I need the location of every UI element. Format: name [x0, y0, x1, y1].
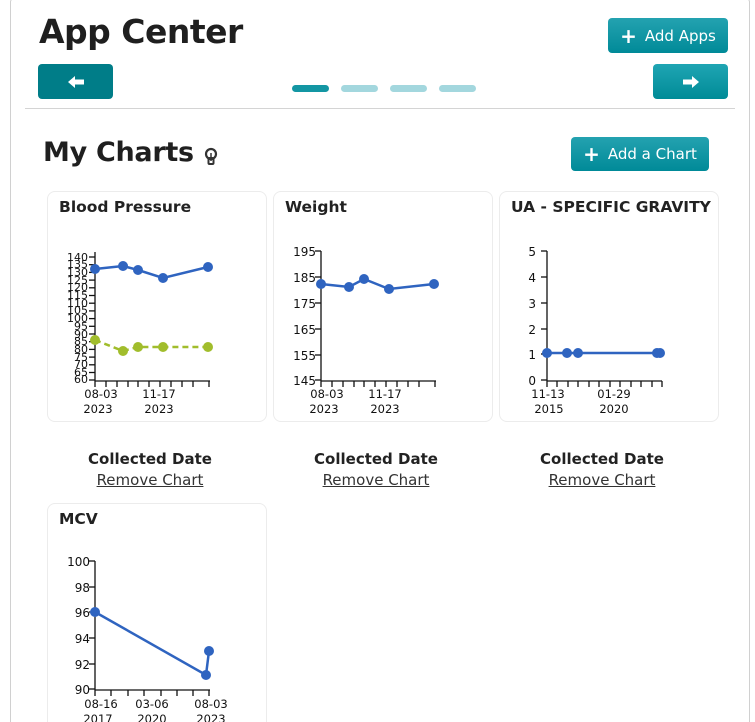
svg-text:60: 60 [74, 373, 88, 386]
remove-chart-link[interactable]: Remove Chart [548, 471, 656, 489]
svg-text:2023: 2023 [144, 402, 173, 416]
page-title: App Center [39, 12, 243, 51]
svg-text:90: 90 [74, 328, 88, 341]
chart-caption-blood-pressure: Collected Date Remove Chart [40, 450, 260, 489]
chart-title: UA - SPECIFIC GRAVITY [511, 198, 711, 216]
svg-text:92: 92 [75, 658, 90, 672]
svg-text:140: 140 [67, 251, 88, 264]
x-axis-label: Collected Date [540, 450, 664, 468]
chart-title: Blood Pressure [59, 198, 192, 216]
svg-text:185: 185 [293, 271, 316, 285]
remove-chart-link[interactable]: Remove Chart [322, 471, 430, 489]
app-center-panel [10, 0, 750, 722]
lightbulb-icon[interactable] [204, 147, 218, 167]
carousel-prev-button[interactable] [38, 64, 113, 99]
svg-text:3: 3 [528, 297, 536, 311]
plus-icon: + [620, 23, 637, 48]
svg-text:110: 110 [67, 297, 88, 310]
svg-text:175: 175 [293, 297, 316, 311]
svg-text:2023: 2023 [309, 402, 338, 416]
carousel-dot-1[interactable] [292, 85, 329, 92]
svg-text:01-29: 01-29 [597, 387, 630, 401]
svg-text:2020: 2020 [599, 402, 628, 416]
chart-card-blood-pressure[interactable]: Blood Pressure [47, 191, 267, 422]
svg-text:130: 130 [67, 266, 88, 279]
svg-text:11-13: 11-13 [531, 387, 564, 401]
svg-text:90: 90 [75, 683, 90, 697]
svg-text:5: 5 [528, 245, 536, 259]
chart-card-mcv[interactable]: MCV 100 98 96 94 92 90 08-16 2017 03-06 2020 0… [47, 503, 267, 722]
svg-text:2: 2 [528, 323, 536, 337]
svg-text:165: 165 [293, 323, 316, 337]
add-apps-button[interactable]: + Add Apps [608, 18, 728, 53]
carousel-next-button[interactable] [653, 64, 728, 99]
add-chart-label: Add a Chart [607, 145, 697, 163]
section-title: My Charts [43, 137, 194, 168]
svg-text:98: 98 [75, 581, 90, 595]
svg-text:94: 94 [75, 632, 90, 646]
chart-card-ua-specific-gravity[interactable]: UA - SPECIFIC GRAVITY 5 4 3 2 1 0 11-13 2015 … [499, 191, 719, 422]
svg-text:08-03: 08-03 [310, 387, 343, 401]
header-divider [25, 108, 735, 109]
svg-text:96: 96 [75, 606, 90, 620]
svg-text:155: 155 [293, 349, 316, 363]
svg-text:125: 125 [67, 274, 88, 287]
svg-text:120: 120 [67, 281, 88, 294]
svg-text:03-06: 03-06 [135, 697, 168, 711]
carousel-pagination [292, 85, 476, 92]
carousel-dot-4[interactable] [439, 85, 476, 92]
add-apps-label: Add Apps [644, 26, 716, 45]
svg-text:2023: 2023 [196, 712, 225, 722]
svg-text:85: 85 [74, 335, 88, 348]
svg-text:2017: 2017 [83, 712, 112, 722]
svg-text:2020: 2020 [137, 712, 166, 722]
svg-text:0: 0 [528, 374, 536, 388]
svg-text:195: 195 [293, 245, 316, 259]
svg-text:115: 115 [67, 289, 88, 302]
carousel-dot-3[interactable] [390, 85, 427, 92]
arrow-left-icon [67, 75, 84, 88]
svg-text:2023: 2023 [370, 402, 399, 416]
x-axis-label: Collected Date [88, 450, 212, 468]
chart-caption-ua-specific-gravity: Collected Date Remove Chart [492, 450, 712, 489]
svg-text:100: 100 [67, 312, 88, 325]
carousel-dot-2[interactable] [341, 85, 378, 92]
svg-text:135: 135 [67, 258, 88, 271]
svg-text:2015: 2015 [534, 402, 563, 416]
arrow-right-icon [682, 75, 699, 88]
chart-title: Weight [285, 198, 347, 216]
svg-text:75: 75 [74, 351, 88, 364]
svg-text:2023: 2023 [83, 402, 112, 416]
svg-text:100: 100 [67, 555, 90, 569]
svg-text:08-03: 08-03 [194, 697, 227, 711]
svg-text:08-03: 08-03 [84, 387, 117, 401]
chart-caption-weight: Collected Date Remove Chart [266, 450, 486, 489]
svg-text:11-17: 11-17 [368, 387, 401, 401]
plus-icon: + [583, 142, 600, 166]
svg-text:11-17: 11-17 [142, 387, 175, 401]
remove-chart-link[interactable]: Remove Chart [96, 471, 204, 489]
x-axis-label: Collected Date [314, 450, 438, 468]
svg-text:80: 80 [74, 343, 88, 356]
svg-text:1: 1 [528, 348, 536, 362]
chart-card-weight[interactable]: Weight 195 185 175 165 155 145 08-03 2023 11-… [273, 191, 493, 422]
add-chart-button[interactable]: + Add a Chart [571, 137, 709, 171]
svg-text:4: 4 [528, 271, 536, 285]
chart-title: MCV [59, 510, 98, 528]
svg-text:105: 105 [67, 304, 88, 317]
svg-text:70: 70 [74, 358, 88, 371]
svg-text:65: 65 [74, 366, 88, 379]
svg-text:08-16: 08-16 [84, 697, 117, 711]
svg-text:95: 95 [74, 320, 88, 333]
svg-text:145: 145 [293, 374, 316, 388]
